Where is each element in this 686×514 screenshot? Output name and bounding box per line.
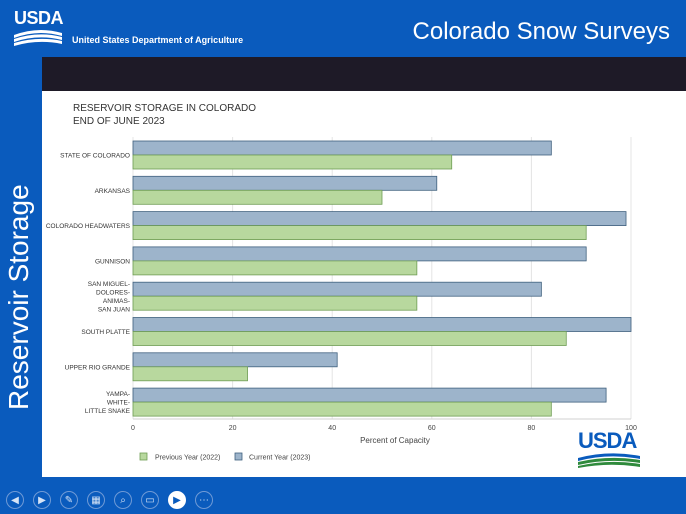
usda-logo: USDA — [14, 8, 64, 46]
bar-current-2 — [132, 211, 627, 226]
vertical-title: Reservoir Storage — [3, 184, 34, 410]
subtitles-button[interactable]: ▭ — [141, 491, 159, 509]
legend-label-previous: Previous Year (2022) — [155, 455, 220, 462]
x-tick-label-60: 60 — [428, 425, 436, 432]
legend-label-current: Current Year (2023) — [249, 455, 310, 462]
category-label-4-1: DOLORES- — [96, 289, 130, 296]
x-tick-label-20: 20 — [229, 425, 237, 432]
camera-button[interactable]: ▶ — [168, 491, 186, 509]
bar-current-0 — [132, 140, 552, 156]
usda-corner-logo: USDA — [578, 428, 644, 470]
category-label-3-0: GUNNISON — [95, 258, 130, 265]
bar-current-6 — [132, 352, 338, 368]
chart-panel: RESERVOIR STORAGE IN COLORADO END OF JUNE… — [42, 91, 686, 477]
x-axis-label: Percent of Capacity — [360, 436, 430, 445]
bar-current-7 — [132, 387, 607, 403]
bar-previous-7 — [132, 401, 552, 417]
more-options-button[interactable]: ⋯ — [195, 491, 213, 509]
category-label-7-0: YAMPA- — [106, 391, 130, 398]
category-label-7-1: WHITE- — [107, 400, 130, 407]
bar-previous-2 — [132, 225, 587, 241]
bar-previous-4 — [132, 295, 418, 311]
bar-current-5 — [132, 317, 632, 332]
legend-swatch-previous — [139, 452, 148, 461]
usda-logo-swoosh — [14, 29, 62, 46]
zoom-button[interactable]: ⌕ — [114, 491, 132, 509]
x-tick-label-80: 80 — [528, 425, 536, 432]
chart-title: RESERVOIR STORAGE IN COLORADO — [73, 103, 256, 114]
bar-current-3 — [132, 246, 587, 262]
bar-chart: RESERVOIR STORAGE IN COLORADO END OF JUNE… — [46, 103, 637, 462]
category-label-5-0: SOUTH PLATTE — [81, 329, 130, 336]
usda-logo-text: USDA — [14, 8, 64, 28]
category-label-0-0: STATE OF COLORADO — [60, 153, 130, 160]
x-tick-label-100: 100 — [625, 425, 637, 432]
dark-band — [0, 57, 686, 91]
bar-previous-0 — [132, 154, 453, 170]
legend-swatch-current — [234, 452, 243, 461]
bar-previous-6 — [132, 366, 248, 382]
bar-current-1 — [132, 175, 438, 191]
slides-grid-button[interactable]: ▦ — [87, 491, 105, 509]
category-label-6-0: UPPER RIO GRANDE — [65, 364, 131, 371]
category-label-4-3: SAN JUAN — [98, 307, 130, 314]
x-tick-label-0: 0 — [131, 425, 135, 432]
previous-slide-button[interactable]: ◀ — [6, 491, 24, 509]
department-name: United States Department of Agriculture — [72, 35, 244, 45]
bar-previous-1 — [132, 189, 383, 205]
bar-previous-5 — [132, 331, 567, 346]
slide-header: USDA United States Department of Agricul… — [0, 0, 686, 57]
bar-previous-3 — [132, 260, 418, 276]
usda-corner-logo-swoosh — [578, 453, 640, 468]
usda-corner-logo-text: USDA — [578, 428, 637, 453]
bar-current-4 — [132, 281, 542, 297]
left-title-bar — [0, 57, 42, 477]
next-slide-button[interactable]: ▶ — [33, 491, 51, 509]
category-label-2-0: COLORADO HEADWATERS — [46, 223, 131, 230]
slide-title: Colorado Snow Surveys — [412, 18, 670, 45]
category-label-4-0: SAN MIGUEL- — [88, 281, 130, 288]
category-label-7-2: LITTLE SNAKE — [85, 408, 131, 415]
chart-subtitle: END OF JUNE 2023 — [73, 116, 165, 127]
category-label-1-0: ARKANSAS — [95, 188, 131, 195]
category-label-4-2: ANIMAS- — [103, 298, 130, 305]
pen-tool-button[interactable]: ✎ — [60, 491, 78, 509]
x-tick-label-40: 40 — [328, 425, 336, 432]
